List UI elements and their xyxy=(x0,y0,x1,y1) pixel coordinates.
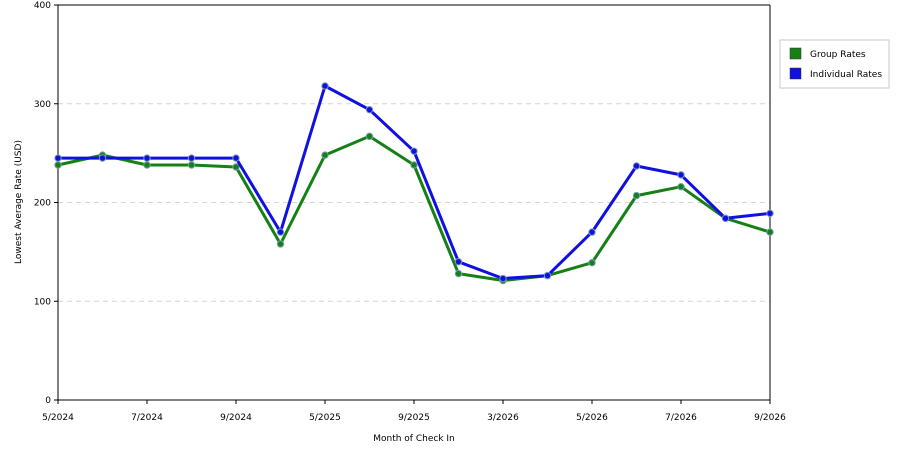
x-tick-label: 5/2026 xyxy=(576,413,608,423)
legend-label-0: Group Rates xyxy=(810,50,866,60)
data-point xyxy=(632,162,641,170)
data-point xyxy=(365,105,374,114)
data-point xyxy=(276,240,285,248)
y-tick-label: 300 xyxy=(34,100,51,110)
data-point xyxy=(632,191,641,200)
legend-swatch-0 xyxy=(789,47,802,60)
data-point xyxy=(766,209,774,218)
data-point xyxy=(187,154,196,162)
data-point xyxy=(54,161,62,169)
x-axis-title: Month of Check In xyxy=(373,434,455,444)
x-axis-ticks: 5/2024 7/2024 9/2024 5/2025 9/2025 3/2026 5/20… xyxy=(42,400,786,423)
series-group xyxy=(54,82,774,285)
data-point xyxy=(588,259,596,267)
legend: Group Rates Individual Rates xyxy=(779,39,890,89)
data-point xyxy=(454,269,463,278)
x-tick-label: 5/2025 xyxy=(309,413,341,423)
data-point xyxy=(54,154,62,162)
data-point xyxy=(321,82,329,90)
y-tick-label: 100 xyxy=(34,297,51,307)
data-point xyxy=(677,183,685,191)
data-point xyxy=(232,163,240,171)
data-point xyxy=(410,161,418,169)
legend-box xyxy=(779,39,890,89)
x-tick-label: 3/2026 xyxy=(487,413,519,423)
data-point xyxy=(187,161,196,169)
legend-swatch-1 xyxy=(789,67,802,80)
grid-lines xyxy=(58,103,770,302)
data-point xyxy=(588,228,596,236)
data-point xyxy=(543,271,552,280)
x-tick-label: 7/2026 xyxy=(665,413,697,423)
data-point xyxy=(410,147,418,155)
data-point xyxy=(321,151,329,159)
x-tick-label: 9/2024 xyxy=(220,413,252,423)
x-tick-label: 9/2025 xyxy=(398,413,430,423)
data-point xyxy=(98,154,107,162)
data-point xyxy=(721,214,730,223)
x-tick-label: 5/2024 xyxy=(42,413,74,423)
data-point xyxy=(232,154,240,162)
y-axis-title: Lowest Average Rate (USD) xyxy=(14,140,24,264)
data-point xyxy=(143,161,151,169)
legend-label-1: Individual Rates xyxy=(810,70,882,80)
data-point xyxy=(143,154,151,162)
y-tick-label: 0 xyxy=(45,396,51,406)
data-point xyxy=(499,274,507,283)
y-tick-label: 400 xyxy=(34,1,51,11)
data-point xyxy=(454,258,463,266)
y-axis-ticks: 0 100 200 300 400 xyxy=(34,1,58,406)
x-tick-label: 9/2026 xyxy=(754,413,786,423)
data-point xyxy=(365,132,374,141)
data-point xyxy=(677,171,685,179)
x-tick-label: 7/2024 xyxy=(131,413,163,423)
data-point xyxy=(276,228,285,236)
data-point xyxy=(766,228,774,236)
series-line-1 xyxy=(58,84,771,280)
y-tick-label: 200 xyxy=(34,199,51,209)
